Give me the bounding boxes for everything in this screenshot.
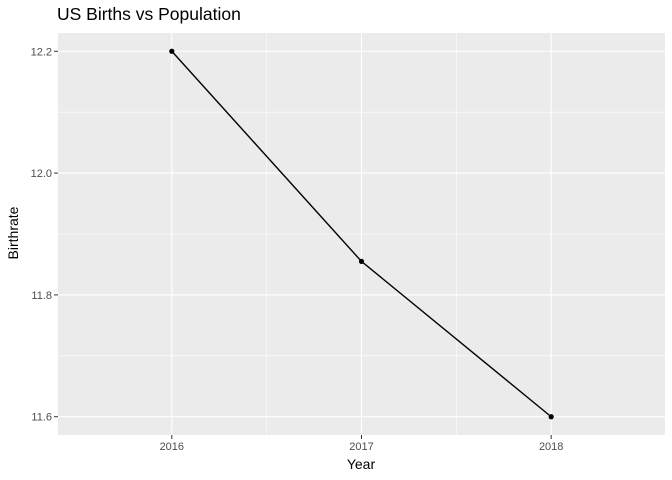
y-tick-label: 11.8: [31, 290, 52, 302]
y-tick-label: 12.0: [31, 168, 52, 180]
data-point: [169, 48, 175, 54]
data-point: [358, 258, 365, 265]
data-point: [548, 414, 554, 420]
grid-lines: [58, 33, 665, 435]
data-series: [169, 48, 554, 420]
x-tick-label: 2016: [160, 441, 184, 453]
x-axis-title: Year: [347, 456, 376, 472]
x-tick-label: 2018: [539, 441, 563, 453]
y-axis-title: Birthrate: [5, 206, 21, 259]
chart-title: US Births vs Population: [57, 4, 241, 24]
x-tick-label: 2017: [349, 441, 373, 453]
y-tick-label: 11.6: [31, 412, 52, 424]
axes: 2016 2017 2018 11.6 11.8 12.0 12.2: [31, 46, 564, 453]
y-tick-label: 12.2: [31, 46, 52, 58]
